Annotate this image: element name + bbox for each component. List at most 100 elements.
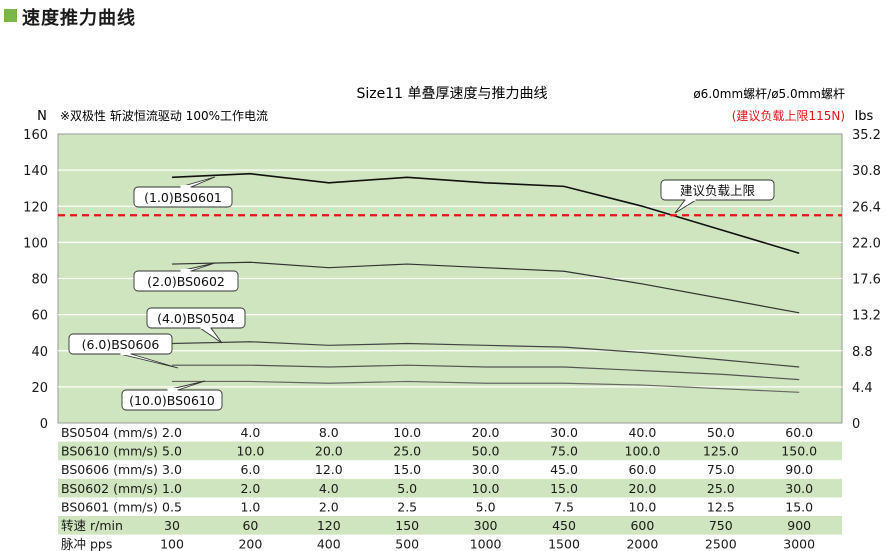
callout-label: (2.0)BS0602: [147, 274, 225, 289]
table-cell: 60: [242, 518, 258, 533]
callout-label: (1.0)BS0601: [144, 190, 222, 205]
table-cell: 3.0: [162, 462, 182, 477]
table-cell: 12.0: [315, 462, 343, 477]
series-line: [172, 380, 800, 393]
table-cell: 1000: [470, 537, 502, 551]
table-row-shade: [58, 516, 842, 535]
table-row-label: BS0606 (mm/s): [61, 462, 158, 477]
callout-bs0601: (1.0)BS0601: [133, 176, 233, 208]
table-cell: 500: [395, 537, 419, 551]
y-left-tick-label: 20: [31, 381, 48, 396]
table-cell: 750: [709, 518, 733, 533]
table-cell: 150: [395, 518, 419, 533]
limit-note: (建议负载上限115N): [732, 109, 845, 123]
table-cell: 75.0: [550, 444, 578, 459]
table-cell: 20.0: [472, 425, 500, 440]
y-left-tick-label: 100: [23, 236, 48, 251]
table-cell: 20.0: [628, 481, 656, 496]
table-cell: 15.0: [393, 462, 421, 477]
table-cell: 2000: [626, 537, 658, 551]
callout-load-limit: 建议负载上限: [660, 179, 775, 214]
chart-title: Size11 单叠厚速度与推力曲线: [356, 86, 547, 102]
series-callouts: (1.0)BS0601 (2.0)BS0602 (4.0)BS0504 (6.0)BS…: [68, 176, 775, 411]
table-cell: 2.0: [162, 425, 182, 440]
table-cell: 75.0: [707, 462, 735, 477]
table-row-label: BS0601 (mm/s): [61, 499, 158, 514]
table-cell: 4.0: [240, 425, 260, 440]
table-cell: 90.0: [785, 462, 813, 477]
series-lines: [171, 172, 800, 393]
table-cell: 45.0: [550, 462, 578, 477]
table-cell: 10.0: [628, 499, 656, 514]
callout-label: (4.0)BS0504: [157, 311, 235, 326]
series-line: [171, 341, 800, 368]
callout-bs0504: (4.0)BS0504: [146, 307, 246, 344]
table-row-label: 转速 r/min: [61, 518, 123, 533]
table-cell: 2.5: [397, 499, 417, 514]
table-cell: 120: [317, 518, 341, 533]
callout-label: 建议负载上限: [680, 183, 756, 198]
table-cell: 8.0: [319, 425, 339, 440]
y-right-tick-label: 17.6: [852, 273, 881, 288]
section-header: 速度推力曲线: [0, 0, 885, 34]
table-cell: 40.0: [628, 425, 656, 440]
table-cell: 50.0: [707, 425, 735, 440]
chart-note-left: ※双极性 斩波恒流驱动 100%工作电流: [60, 109, 268, 123]
table-cell: 100.0: [625, 444, 661, 459]
y-left-tick-label: 60: [31, 309, 48, 324]
table-cell: 60.0: [785, 425, 813, 440]
table-cell: 2.0: [240, 481, 260, 496]
table-cell: 100: [160, 537, 184, 551]
table-cell: 5.0: [476, 499, 496, 514]
table-cell: 450: [552, 518, 576, 533]
table-cell: 12.5: [707, 499, 735, 514]
table-cell: 10.0: [472, 481, 500, 496]
section-marker-square: [4, 9, 17, 22]
table-cell: 25.0: [707, 481, 735, 496]
table-cell: 5.0: [162, 444, 182, 459]
table-cell: 400: [317, 537, 341, 551]
y-right-tick-label: 13.2: [852, 309, 881, 324]
y-left-tick-label: 80: [31, 273, 48, 288]
table-cell: 6.0: [240, 462, 260, 477]
table-cell: 0.5: [162, 499, 182, 514]
y-left-tick-label: 40: [31, 345, 48, 360]
table-cell: 3000: [783, 537, 815, 551]
y-right-tick-label: 22.0: [852, 236, 881, 251]
y-right-tick-label: 35.2: [852, 128, 881, 143]
callout-bs0602: (2.0)BS0602: [133, 262, 239, 292]
chart-note-right: ø6.0mm螺杆/ø5.0mm螺杆: [693, 87, 845, 101]
y-right-tick-label: 8.8: [852, 345, 873, 360]
table-row-label: BS0504 (mm/s): [61, 425, 158, 440]
table-cell: 7.5: [554, 499, 574, 514]
table-cell: 50.0: [472, 444, 500, 459]
callout-label: (6.0)BS0606: [82, 337, 160, 352]
series-line: [172, 364, 800, 381]
table-cell: 25.0: [393, 444, 421, 459]
table-cell: 60.0: [628, 462, 656, 477]
table-row-label: BS0610 (mm/s): [61, 444, 158, 459]
table-cell: 30: [164, 518, 180, 533]
table-cell: 300: [474, 518, 498, 533]
table-cell: 10.0: [393, 425, 421, 440]
table-cell: 30.0: [785, 481, 813, 496]
y-axis-right: 35.2 30.8 26.4 22.0 17.6 13.2 8.8 4.4 0: [852, 128, 881, 432]
table-cell: 600: [630, 518, 654, 533]
callout-bs0610: (10.0)BS0610: [121, 380, 223, 411]
table-cell: 200: [238, 537, 262, 551]
y-right-tick-label: 0: [852, 417, 860, 432]
table-cell: 2500: [705, 537, 737, 551]
table-cell: 20.0: [315, 444, 343, 459]
y-right-tick-label: 30.8: [852, 164, 881, 179]
table-row-shade: [58, 441, 842, 461]
table-cell: 10.0: [236, 444, 264, 459]
table-cell: 900: [787, 518, 811, 533]
table-cell: 1.0: [162, 481, 182, 496]
table-cell: 1500: [548, 537, 580, 551]
table-cell: 15.0: [550, 481, 578, 496]
table-cell: 1.0: [240, 499, 260, 514]
y-right-tick-label: 26.4: [852, 200, 881, 215]
series-line: [171, 261, 800, 314]
table-cell: 150.0: [781, 444, 817, 459]
